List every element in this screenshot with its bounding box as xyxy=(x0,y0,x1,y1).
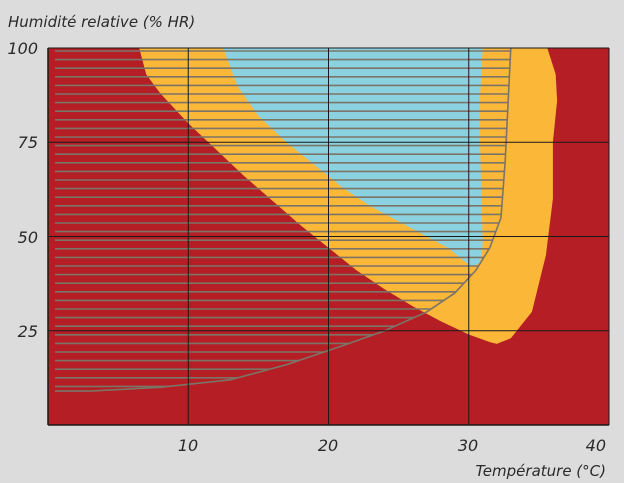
x-tick-label: 10 xyxy=(178,436,198,455)
hatched-zone-outline xyxy=(55,48,512,392)
y-tick-label: 50 xyxy=(18,228,38,247)
x-tick-label: 20 xyxy=(318,436,338,455)
x-tick-label: 40 xyxy=(586,436,606,455)
y-axis-title: Humidité relative (% HR) xyxy=(8,13,195,31)
y-tick-label: 100 xyxy=(7,39,38,58)
x-tick-label: 30 xyxy=(458,436,478,455)
x-axis-title: Température (°C) xyxy=(476,462,607,480)
grid-lines xyxy=(48,47,610,425)
y-tick-label: 25 xyxy=(18,322,38,341)
y-tick-label: 75 xyxy=(18,133,38,152)
